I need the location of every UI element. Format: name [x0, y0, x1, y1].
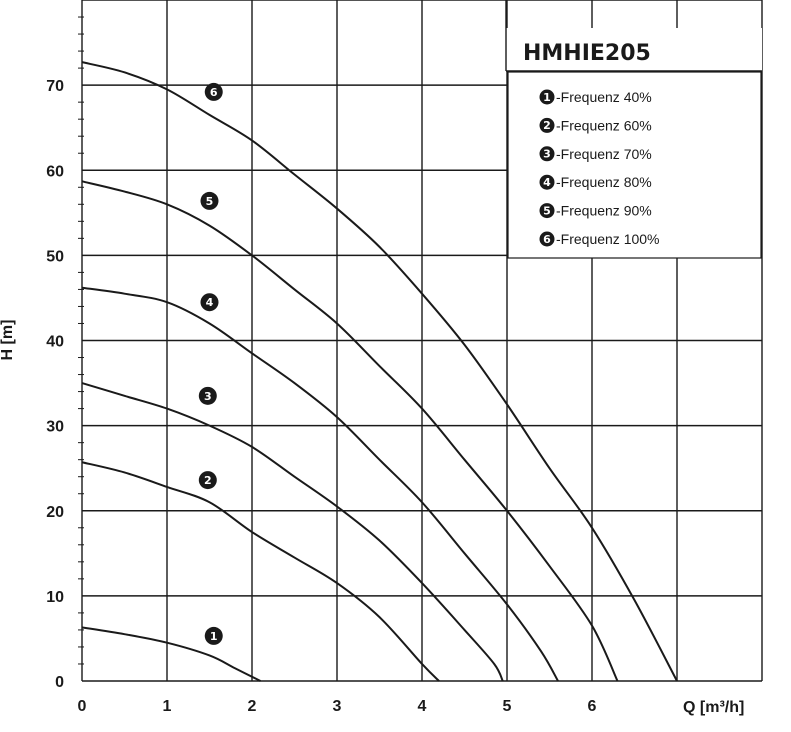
legend: 1 -Frequenz 40% 2 -Frequenz 60% 3 -Frequenz 7…: [507, 71, 762, 259]
curve-badge-3: [198, 386, 217, 405]
y-tick-label: 0: [55, 674, 64, 691]
curve-labels: 1 2 3 4 5 6: [198, 82, 223, 645]
legend-badge-3: [539, 146, 555, 162]
series-line-4: [81, 286, 559, 682]
y-tick-label: 10: [46, 589, 64, 606]
curve-badge-number: 2: [204, 474, 212, 487]
x-tick-label: 6: [588, 698, 597, 715]
curve-badge-number: 4: [206, 296, 214, 309]
legend-badge-5: [539, 203, 555, 219]
y-tick-label: 30: [46, 419, 64, 436]
x-axis-label: Q [m³/h]: [683, 699, 744, 716]
title-box: HMHIE205: [505, 0, 762, 72]
legend-entry-4: -Frequenz 80%: [556, 174, 652, 190]
legend-entry-3: -Frequenz 70%: [556, 146, 652, 162]
curve-badge-number: 5: [206, 195, 214, 208]
curve-badge-5: [200, 191, 219, 210]
curve-badge-6: [204, 82, 223, 101]
series-line-6: [81, 61, 678, 682]
legend-badge-number: 4: [543, 176, 551, 189]
curve-badge-1: [204, 626, 223, 645]
y-tick-label: 70: [46, 78, 64, 95]
legend-badge-number: 6: [543, 233, 551, 246]
x-tick-label: 4: [418, 698, 427, 715]
curve-badge-number: 3: [204, 390, 212, 403]
curve-badge-4: [200, 293, 219, 312]
x-tick-label: 5: [503, 698, 512, 715]
curve-badge-number: 6: [210, 86, 218, 99]
legend-entry-5: -Frequenz 90%: [556, 203, 652, 219]
legend-badge-number: 2: [543, 119, 551, 132]
x-tick-label: 2: [248, 698, 257, 715]
series-line-3: [81, 382, 504, 682]
legend-entry-6: -Frequenz 100%: [556, 231, 660, 247]
curves: [81, 61, 678, 682]
series-line-2: [81, 461, 440, 682]
x-tick-label: 3: [333, 698, 342, 715]
series-line-1: [81, 626, 261, 682]
legend-badge-number: 3: [543, 148, 551, 161]
curve-badge-number: 1: [210, 630, 218, 643]
legend-badge-4: [539, 174, 555, 190]
y-axis-label: H [m]: [0, 320, 16, 361]
y-tick-label: 60: [46, 163, 64, 180]
legend-entry-2: -Frequenz 60%: [556, 117, 652, 133]
series-line-5: [81, 180, 619, 682]
legend-badge-2: [539, 117, 555, 133]
legend-badge-number: 1: [543, 91, 551, 104]
grid: [81, 0, 763, 682]
legend-entry-1: -Frequenz 40%: [556, 89, 652, 105]
chart-title: HMHIE205: [523, 41, 651, 66]
minor-ticks: [78, 16, 84, 665]
y-tick-label: 40: [46, 334, 64, 351]
legend-badge-6: [539, 231, 555, 247]
y-tick-label: 50: [46, 248, 64, 265]
x-tick-label: 1: [163, 698, 172, 715]
curve-badge-2: [198, 471, 217, 490]
legend-badge-1: [539, 89, 555, 105]
legend-badge-number: 5: [543, 204, 551, 217]
x-tick-label: 0: [78, 698, 87, 715]
y-tick-label: 20: [46, 504, 64, 521]
